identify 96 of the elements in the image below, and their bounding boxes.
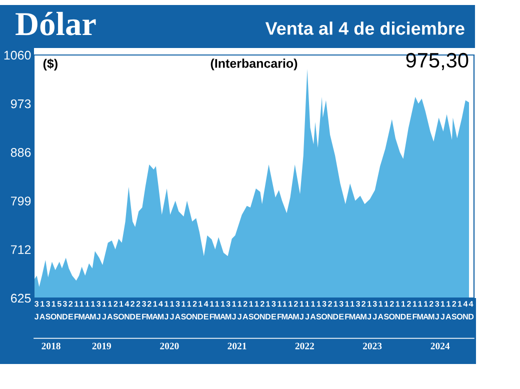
x-tick-label: 4 N (463, 301, 468, 320)
x2-tick-label: 2020 (160, 342, 179, 350)
x-tick-label: 5 N (57, 301, 62, 320)
x-tick-label: 1 J (232, 301, 236, 320)
x-tick-label: 2 M (146, 300, 152, 320)
x2-tick-label: 2021 (228, 342, 246, 350)
x-tick-label: 1 A (446, 301, 452, 320)
x-tick-label: 2 M (428, 300, 434, 320)
x-tick-label: 1 A (423, 301, 429, 320)
y-tick-label: 799 (11, 196, 31, 206)
x-tick-label: 1 O (118, 301, 124, 320)
x-tick-label: 2 E (406, 300, 412, 320)
annotation: (Interbancario) (210, 58, 298, 70)
x-tick-label: 1 A (310, 301, 316, 320)
y-tick-label: 1060 (4, 50, 31, 60)
x-tick-label: 1 J (300, 301, 304, 320)
x-tick-label: 1 F (412, 301, 417, 320)
x-tick-label: 3 A (175, 300, 180, 320)
x2-tick-label: 2018 (42, 342, 60, 350)
x-tick-label: 2 O (389, 300, 395, 320)
x-tick-label: 2 S (452, 300, 457, 320)
x-tick-label: 2 N (192, 300, 198, 320)
x-tick-label: 1 S (384, 301, 389, 320)
x-tick-label: 2 D (130, 300, 136, 320)
x-tick-label: 4 N (124, 301, 130, 320)
x-tick-label: 3 S (46, 300, 50, 320)
x-tick-label: 1 F (74, 301, 79, 320)
x-tick-label: 4 E (204, 301, 208, 320)
x-tick-label: 1 M (282, 301, 288, 320)
x-tick-label: 1 O (50, 301, 56, 320)
x-tick-label: 1 A (288, 301, 294, 320)
x-tick-label: 1 A (378, 301, 384, 320)
x-tick-label: 1 F (345, 301, 350, 320)
annotation: 975,30 (406, 52, 468, 70)
x-tick-label: 1 S (316, 301, 322, 320)
x2-tick-label: 2019 (92, 342, 111, 350)
x-tick-label: 1 A (220, 301, 226, 320)
x-tick-label: 2 A (242, 300, 248, 320)
x-tick-label: 1 S (181, 301, 186, 320)
x-tick-label: 1 J (164, 301, 168, 320)
x-tick-label: 1 D (266, 301, 271, 320)
x-tick-label: 1 M (349, 301, 356, 320)
x-tick-label: 1 D (198, 301, 203, 320)
chart-subtitle: Venta al 4 de diciembre (265, 22, 464, 35)
x-tick-label: 1 O (456, 301, 463, 320)
x-tick-label: 3 F (142, 300, 146, 320)
x-tick-label: 1 A (107, 301, 113, 320)
y-axis-title: ($) (43, 58, 58, 71)
x2-tick-label: 2022 (295, 342, 314, 350)
chart-title: Dólar (16, 12, 96, 36)
x-tick-label: 3 J (96, 300, 101, 320)
y-tick-label: 973 (10, 99, 31, 108)
x-tick-label: 1 F (278, 301, 282, 320)
x-tick-label: 1 S (248, 301, 254, 320)
x-tick-label: 1 J (440, 301, 445, 320)
x-tick-label: 1 A (84, 301, 90, 320)
x-tick-label: 1 N (395, 301, 400, 320)
x-tick-label: 1 J (367, 301, 372, 320)
y-tick-label: 625 (11, 294, 31, 303)
x-tick-label: 1 O (186, 301, 192, 320)
x-tick-label: 2 M (293, 300, 299, 320)
x-tick-label: 3 J (435, 300, 440, 320)
x-tick-label: 2 M (360, 300, 366, 320)
x-tick-label: 3 E (272, 300, 276, 320)
x-tick-label: 1 O (254, 301, 260, 320)
x-tick-label: 2 S (113, 300, 118, 320)
x-tick-label: 3 D (62, 300, 68, 320)
x-tick-label: 1 M (78, 301, 84, 320)
x-tick-label: 1 J (170, 301, 174, 320)
x-tick-label: 3 M (226, 300, 232, 320)
x-tick-label: 3 A (355, 300, 361, 320)
x2-tick-label: 2024 (430, 342, 450, 350)
x-tick-label: 4 D (468, 301, 474, 320)
x-tick-label: 3 O (322, 300, 328, 320)
x-tick-label: 4 M (158, 301, 164, 320)
x-tick-label: 1 J (102, 301, 106, 320)
x-tick-label: 2 N (328, 300, 332, 320)
x-tick-label: 2 E (136, 300, 141, 320)
x-tick-label: 1 M (214, 301, 220, 320)
x-tick-label: 1 J (305, 301, 310, 320)
x-tick-label: 3 J (372, 300, 377, 320)
x-tick-label: 1 M (90, 301, 96, 320)
x-tick-label: 3 J (34, 300, 39, 320)
y-tick-label: 886 (10, 148, 31, 157)
x-tick-label: 2 N (260, 300, 265, 320)
x-tick-label: 1 D (333, 301, 338, 320)
x-tick-label: 2 E (68, 300, 74, 320)
x-tick-label: 1 M (417, 301, 423, 320)
x2-tick-label: 2023 (362, 342, 382, 350)
x-tick-label: 1 A (40, 301, 46, 320)
x-tick-label: 1 A (152, 301, 158, 320)
y-tick-label: 712 (11, 245, 31, 254)
x-tick-label: 1 J (238, 301, 242, 320)
x-tick-label: 1 F (210, 301, 214, 320)
x-tick-label: 3 E (339, 300, 344, 320)
x-tick-label: 1 D (400, 301, 406, 320)
